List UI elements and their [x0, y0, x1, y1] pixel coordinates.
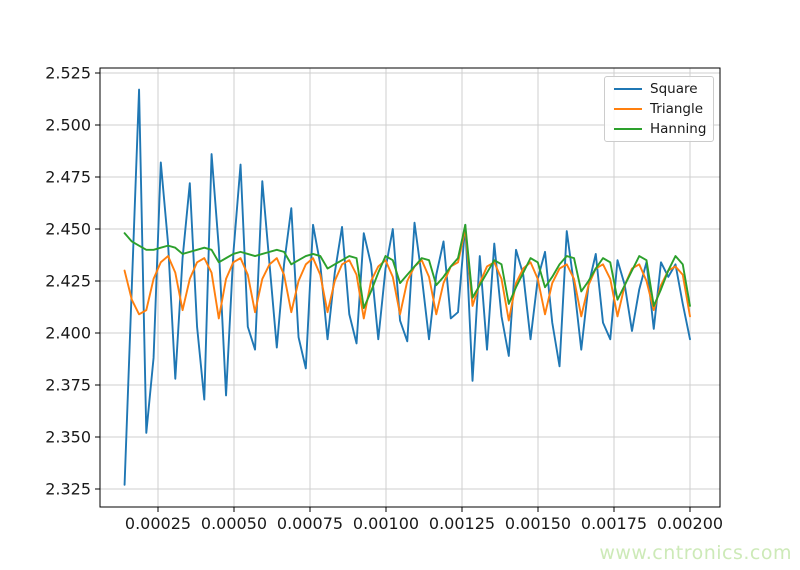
- legend-item-triangle: Triangle: [605, 99, 713, 119]
- legend-label: Hanning: [650, 121, 707, 137]
- y-tick-label: 2.325: [45, 480, 91, 499]
- legend-label: Square: [650, 81, 698, 97]
- y-tick-label: 2.350: [45, 428, 91, 447]
- y-tick-label: 2.425: [45, 271, 91, 290]
- legend-swatch-hanning: [614, 128, 642, 130]
- y-tick-label: 2.500: [45, 115, 91, 134]
- x-tick-label: 0.00150: [505, 514, 571, 533]
- legend: Square Triangle Hanning: [604, 76, 714, 142]
- legend-swatch-triangle: [614, 108, 642, 110]
- y-tick-label: 2.525: [45, 63, 91, 82]
- y-tick-label: 2.375: [45, 376, 91, 395]
- axes-spines: [99, 67, 721, 508]
- legend-label: Triangle: [650, 101, 704, 117]
- y-tick-label: 2.400: [45, 324, 91, 343]
- watermark: www.cntronics.com: [599, 542, 792, 564]
- x-tick-label: 0.00050: [201, 514, 267, 533]
- x-tick-label: 0.00075: [277, 514, 343, 533]
- x-tick-label: 0.00200: [657, 514, 723, 533]
- series-line-hanning: [123, 223, 691, 309]
- y-tick-label: 2.475: [45, 167, 91, 186]
- x-tick-label: 0.00100: [353, 514, 419, 533]
- legend-item-hanning: Hanning: [605, 119, 713, 139]
- legend-item-square: Square: [605, 79, 713, 99]
- x-tick-label: 0.00175: [581, 514, 647, 533]
- y-tick-label: 2.450: [45, 219, 91, 238]
- legend-swatch-square: [614, 88, 642, 90]
- x-tick-label: 0.00125: [429, 514, 495, 533]
- series-line-square: [123, 88, 691, 486]
- x-tick-label: 0.00025: [125, 514, 191, 533]
